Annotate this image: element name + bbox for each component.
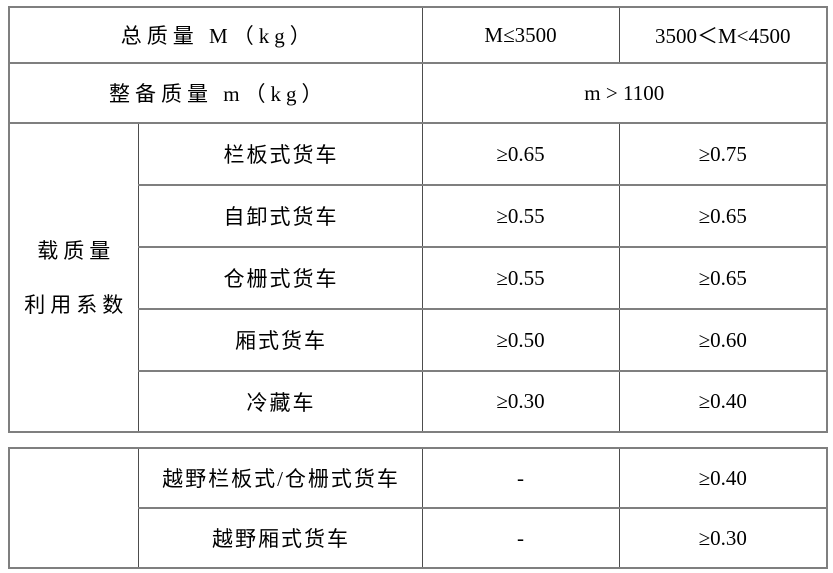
table-row: 厢式货车 ≥0.50 ≥0.60 (9, 308, 828, 372)
group-label-line1: 载质量 (37, 238, 116, 263)
cell-mass-range-high: 3500＜M<4500 (618, 6, 828, 64)
group-label-line2: 利用系数 (24, 292, 129, 317)
table-row: 越野厢式货车 - ≥0.30 (9, 507, 828, 569)
cell-vehicle-type: 栏板式货车 (137, 122, 423, 186)
cell-empty-group (8, 447, 139, 569)
cell-vehicle-type: 厢式货车 (137, 308, 423, 372)
cell-curb-mass-label: 整备质量 m（kg） (8, 62, 423, 124)
table-row: 总质量 M（kg） M≤3500 3500＜M<4500 (8, 6, 828, 64)
cell-vehicle-type: 自卸式货车 (137, 184, 423, 248)
table-row: 越野栏板式/仓栅式货车 - ≥0.40 (8, 447, 828, 569)
cell-mass-range-low: M≤3500 (421, 6, 620, 64)
cell-curb-mass-value: m > 1100 (421, 62, 828, 124)
cell-value-high: ≥0.30 (618, 507, 828, 569)
cell-value-high: ≥0.40 (618, 370, 828, 433)
table-row: 载质量 利用系数 栏板式货车 ≥0.65 ≥0.75 (8, 122, 828, 433)
cell-value-low: ≥0.50 (421, 308, 620, 372)
cell-value-low: ≥0.30 (421, 370, 620, 433)
table-row: 整备质量 m（kg） m > 1100 (8, 62, 828, 124)
table-gap (8, 433, 833, 447)
cell-value-high: ≥0.60 (618, 308, 828, 372)
cell-vehicle-type: 仓栅式货车 (137, 246, 423, 310)
table-row: 自卸式货车 ≥0.55 ≥0.65 (9, 184, 828, 248)
cell-value-high: ≥0.65 (618, 184, 828, 248)
cell-value-low: - (421, 447, 620, 509)
offroad-utilization-table: 越野栏板式/仓栅式货车 - ≥0.40 越野厢式货车 - ≥0.30 (8, 447, 828, 569)
cell-value-high: ≥0.65 (618, 246, 828, 310)
cell-value-low: - (421, 507, 620, 569)
cell-vehicle-type: 冷藏车 (137, 370, 423, 433)
cell-group-label: 载质量 利用系数 (8, 122, 139, 433)
table-row: 仓栅式货车 ≥0.55 ≥0.65 (9, 246, 828, 310)
cell-value-high: ≥0.40 (618, 447, 828, 509)
cell-vehicle-type: 越野厢式货车 (137, 507, 423, 569)
table-row: 冷藏车 ≥0.30 ≥0.40 (9, 370, 828, 433)
load-utilization-table: 总质量 M（kg） M≤3500 3500＜M<4500 整备质量 m（kg） … (8, 6, 828, 433)
cell-vehicle-type: 越野栏板式/仓栅式货车 (137, 447, 423, 509)
cell-total-mass-label: 总质量 M（kg） (8, 6, 423, 64)
cell-value-high: ≥0.75 (618, 122, 828, 186)
cell-value-low: ≥0.55 (421, 246, 620, 310)
cell-value-low: ≥0.65 (421, 122, 620, 186)
cell-value-low: ≥0.55 (421, 184, 620, 248)
